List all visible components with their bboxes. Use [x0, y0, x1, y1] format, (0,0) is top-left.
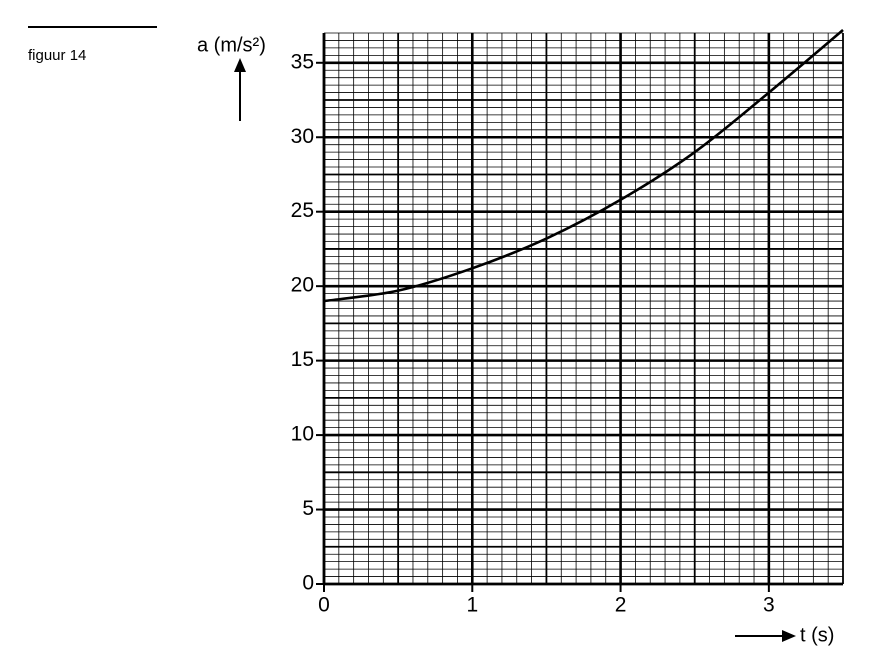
x-tick-label: 2: [615, 594, 627, 617]
curve: [323, 29, 844, 303]
x-tick-label: 1: [466, 594, 478, 617]
x-tick-label: 3: [763, 594, 775, 617]
y-tick-label: 5: [302, 497, 314, 520]
y-tick-label: 30: [291, 125, 314, 148]
y-tick-label: 0: [302, 572, 314, 595]
y-tick-label: 25: [291, 199, 314, 222]
y-tick-label: 10: [291, 423, 314, 446]
x-axis-label: t (s): [800, 624, 834, 646]
y-arrow-head: [234, 58, 246, 72]
y-tick-label: 20: [291, 274, 314, 297]
y-tick-label: 15: [291, 348, 314, 371]
y-tick-label: 35: [291, 50, 314, 73]
figure-label: figuur 14: [28, 47, 86, 64]
x-tick-label: 0: [318, 594, 330, 617]
x-arrow-head: [782, 630, 796, 642]
y-axis-label: a (m/s²): [197, 34, 266, 56]
